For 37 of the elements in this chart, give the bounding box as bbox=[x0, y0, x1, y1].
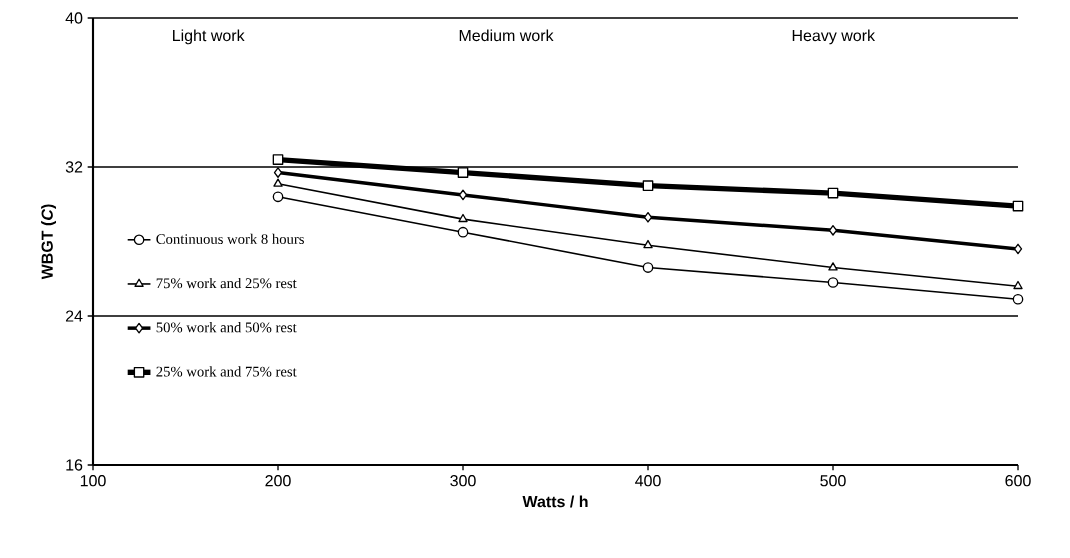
annotation: Light work bbox=[173, 29, 245, 45]
y-axis-title: WBGT (C) bbox=[41, 204, 57, 280]
point bbox=[273, 178, 283, 187]
point bbox=[457, 226, 469, 238]
point bbox=[828, 224, 838, 236]
y-tick-label: 16 bbox=[66, 459, 83, 471]
point bbox=[642, 262, 654, 273]
x-tick-label: 500 bbox=[820, 475, 846, 487]
y-tick-label: 40 bbox=[65, 12, 83, 24]
x-tick-label: 200 bbox=[265, 475, 291, 487]
point bbox=[458, 213, 468, 223]
point bbox=[458, 189, 468, 201]
point bbox=[1013, 280, 1023, 290]
legend-label: 25% work and 75% rest bbox=[156, 366, 297, 377]
point bbox=[643, 239, 653, 249]
point bbox=[272, 191, 284, 203]
point bbox=[1013, 243, 1023, 255]
x-tick-label: 600 bbox=[1005, 475, 1031, 487]
point bbox=[272, 154, 284, 165]
annotation: Heavy work bbox=[792, 29, 876, 45]
x-tick-label: 300 bbox=[450, 475, 476, 487]
point bbox=[828, 262, 838, 271]
point bbox=[643, 211, 653, 223]
legend-label: 50% work and 50% rest bbox=[156, 322, 297, 333]
point bbox=[827, 277, 839, 288]
point bbox=[457, 167, 469, 178]
point bbox=[642, 180, 654, 191]
legend-label: Continuous work 8 hours bbox=[156, 233, 304, 245]
x-tick-label: 400 bbox=[635, 475, 661, 487]
y-tick-label: 24 bbox=[65, 310, 83, 322]
x-axis-title: Watts / h bbox=[522, 495, 588, 508]
legend-label: 75% work and 25% rest bbox=[156, 277, 297, 289]
point bbox=[273, 167, 283, 178]
annotation: Medium work bbox=[459, 29, 554, 42]
y-tick-label: 32 bbox=[65, 161, 83, 173]
point bbox=[1012, 293, 1024, 305]
x-tick-label: 100 bbox=[80, 475, 106, 487]
